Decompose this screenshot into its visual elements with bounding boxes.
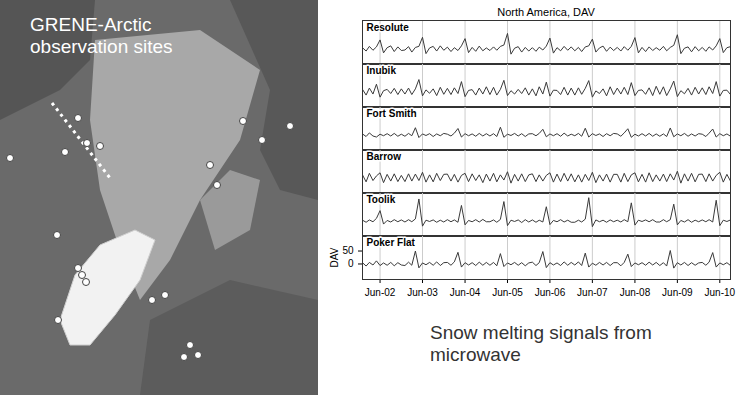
svg-text:Jun-02: Jun-02 (365, 287, 396, 298)
svg-text:Fort Smith: Fort Smith (367, 108, 417, 119)
svg-text:Toolik: Toolik (367, 194, 396, 205)
svg-text:Resolute: Resolute (367, 22, 410, 33)
html-text:Snow melting signals from micr: Snow melting signals from microwave (430, 322, 652, 365)
svg-text:DAV: DAV (329, 247, 340, 267)
svg-text:Jun-09: Jun-09 (662, 287, 693, 298)
svg-text:Poker Flat: Poker Flat (367, 237, 416, 248)
svg-text:0: 0 (348, 258, 354, 269)
html-text:North America, DAV: North America, DAV (497, 6, 595, 18)
svg-text:Jun-07: Jun-07 (577, 287, 608, 298)
svg-text:Jun-10: Jun-10 (705, 287, 736, 298)
svg-text:Inubik: Inubik (367, 65, 397, 76)
svg-text:Jun-05: Jun-05 (492, 287, 523, 298)
html-text:GRENE-Arctic observation sites: GRENE-Arctic observation sites (30, 14, 173, 57)
svg-text:Jun-04: Jun-04 (450, 287, 481, 298)
svg-text:50: 50 (342, 245, 354, 256)
svg-text:Jun-03: Jun-03 (407, 287, 438, 298)
svg-text:Jun-06: Jun-06 (535, 287, 566, 298)
svg-text:Barrow: Barrow (367, 151, 402, 162)
svg-text:Jun-08: Jun-08 (620, 287, 651, 298)
